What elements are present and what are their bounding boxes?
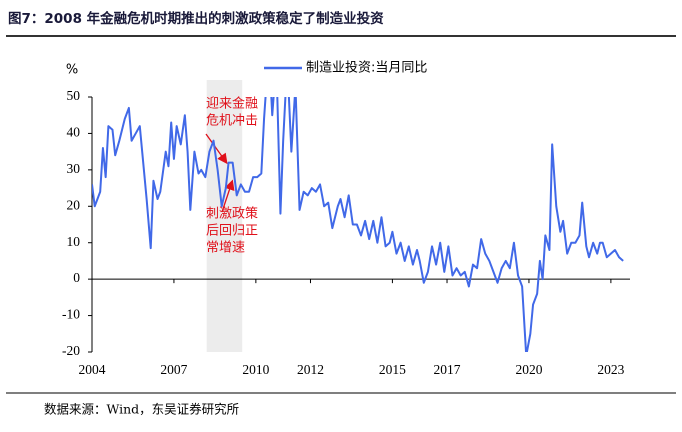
x-tick-label: 2017 — [434, 362, 461, 377]
shaded-period — [206, 80, 243, 352]
x-tick-label: 2007 — [160, 362, 187, 377]
annotation: 常增速 — [206, 241, 245, 256]
y-tick-label: 20 — [67, 197, 81, 212]
annotation: 刺激政策 — [206, 206, 258, 222]
x-tick-label: 2023 — [597, 362, 624, 377]
y-tick-label: -20 — [62, 343, 80, 358]
y-tick-label: 30 — [67, 161, 81, 176]
x-tick-label: 2015 — [379, 362, 406, 377]
annotation: 迎来金融 — [206, 96, 258, 112]
y-tick-label: 40 — [67, 125, 81, 140]
arrow — [205, 133, 228, 165]
plot — [92, 97, 624, 352]
y-tick-label: -10 — [62, 307, 80, 322]
source: 数据来源：Wind，东吴证券研究所 — [44, 402, 239, 417]
chart-title: 图7：2008 年金融危机时期推出的刺激政策稳定了制造业投资 — [8, 10, 384, 27]
line — [92, 97, 624, 352]
y-unit: % — [66, 63, 78, 78]
y-tick-label: 50 — [67, 88, 81, 103]
annotation: 危机冲击 — [206, 114, 258, 129]
y-tick-label: 10 — [67, 234, 81, 249]
y-tick-label: 0 — [73, 270, 80, 285]
x-tick-label: 2004 — [79, 362, 106, 377]
legend-label: 制造业投资:当月同比 — [306, 60, 427, 76]
annotation: 后回归正 — [206, 224, 258, 239]
x-tick-label: 2020 — [515, 362, 542, 377]
x-tick-label: 2010 — [242, 362, 269, 377]
arrow — [221, 179, 235, 213]
x-tick-label: 2012 — [297, 362, 324, 377]
